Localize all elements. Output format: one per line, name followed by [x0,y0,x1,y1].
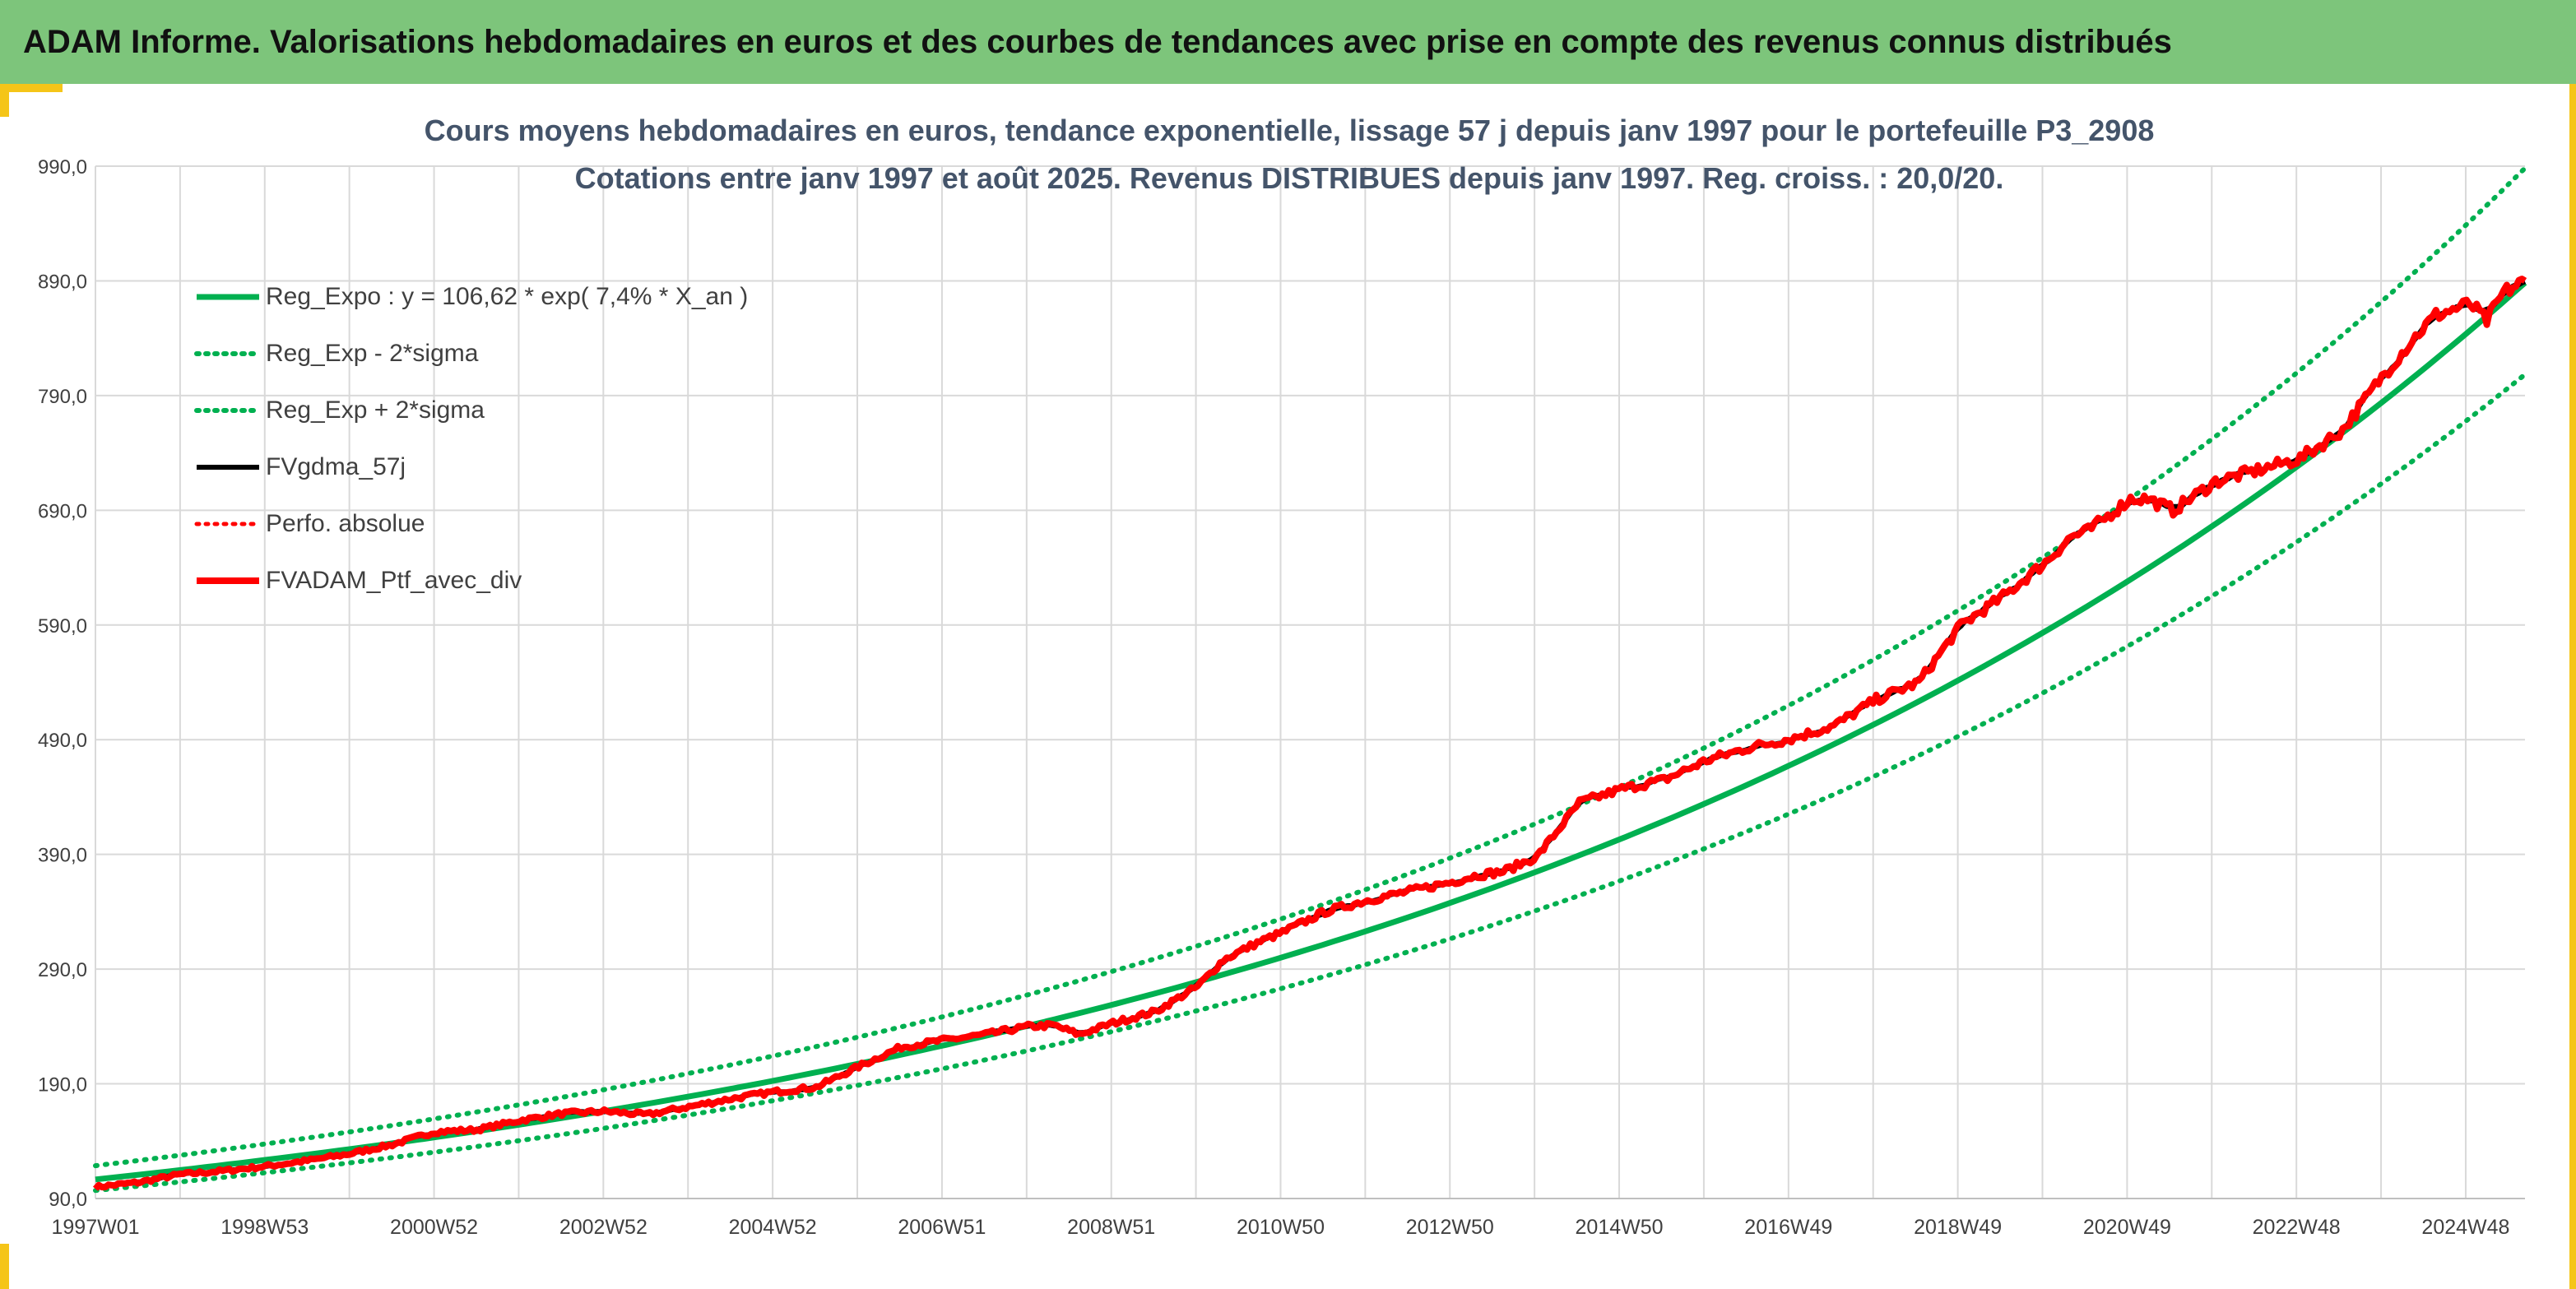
chart-legend: Reg_Expo : y = 106,62 * exp( 7,4% * X_an… [193,268,748,609]
y-tick-label: 690,0 [38,500,87,522]
x-tick-label: 2004W52 [729,1216,817,1239]
x-tick-label: 1997W01 [51,1216,139,1239]
chart-title-line-2: Cotations entre janv 1997 et août 2025. … [574,161,2004,195]
legend-swatch [193,519,262,529]
y-tick-label: 190,0 [38,1074,87,1097]
legend-label: Perfo. absolue [266,509,425,537]
x-tick-label: 2024W48 [2421,1216,2509,1239]
legend-item: FVADAM_Ptf_avec_div [193,552,748,609]
legend-item: FVgdma_57j [193,438,748,495]
legend-label: Reg_Expo : y = 106,62 * exp( 7,4% * X_an… [266,282,749,310]
x-tick-label: 2020W49 [2083,1216,2171,1239]
legend-label: FVgdma_57j [266,452,406,480]
x-tick-label: 2014W50 [1576,1216,1664,1239]
x-tick-label: 2012W50 [1406,1216,1494,1239]
x-tick-label: 2000W52 [390,1216,478,1239]
legend-label: Reg_Exp - 2*sigma [266,339,479,367]
legend-label: FVADAM_Ptf_avec_div [266,566,522,594]
x-tick-label: 2002W52 [559,1216,647,1239]
y-tick-label: 590,0 [38,615,87,638]
series-lines [92,165,2527,1194]
legend-item: Reg_Expo : y = 106,62 * exp( 7,4% * X_an… [193,268,748,325]
y-tick-label: 90,0 [49,1189,87,1211]
y-tick-label: 390,0 [38,845,87,867]
frame-top-accent [0,84,63,92]
frame-right-edge [2569,84,2576,1289]
legend-swatch [193,576,262,586]
legend-item: Reg_Exp - 2*sigma [193,325,748,382]
legend-swatch [193,292,262,302]
x-tick-label: 2010W50 [1237,1216,1325,1239]
legend-label: Reg_Exp + 2*sigma [266,396,485,424]
x-tick-label: 2022W48 [2253,1216,2341,1239]
legend-swatch [193,462,262,472]
x-tick-label: 2008W51 [1067,1216,1155,1239]
x-tick-label: 2006W51 [898,1216,986,1239]
legend-item: Reg_Exp + 2*sigma [193,382,748,438]
banner-title: ADAM Informe. Valorisations hebdomadaire… [23,23,2172,60]
x-tick-label: 2016W49 [1744,1216,1832,1239]
y-tick-label: 890,0 [38,271,87,293]
x-tick-label: 1998W53 [220,1216,309,1239]
legend-swatch [193,406,262,415]
y-tick-label: 990,0 [38,156,87,179]
series-fvadam-ptf-avec-div [92,276,2527,1191]
grid-lines [95,165,2525,1199]
axis-tick-labels: 90,0 190,0 290,0 390,0 490,0 590,0 690,0 790,0 8… [38,156,2510,1239]
y-tick-label: 290,0 [38,959,87,981]
chart-title-line-1: Cours moyens hebdomadaires en euros, ten… [424,114,2155,147]
legend-item: Perfo. absolue [193,495,748,552]
chart-area: 90,0 190,0 290,0 390,0 490,0 590,0 690,0 790,0 8… [9,92,2569,1289]
y-tick-label: 490,0 [38,730,87,752]
frame-left-edge [0,84,9,1289]
banner: ADAM Informe. Valorisations hebdomadaire… [0,0,2576,84]
chart-canvas: 90,0 190,0 290,0 390,0 490,0 590,0 690,0 790,0 8… [38,156,2527,1239]
series-reg-exp-minus-2sigma [93,372,2527,1194]
legend-swatch [193,349,262,359]
y-tick-label: 790,0 [38,386,87,408]
x-tick-label: 2018W49 [1914,1216,2002,1239]
